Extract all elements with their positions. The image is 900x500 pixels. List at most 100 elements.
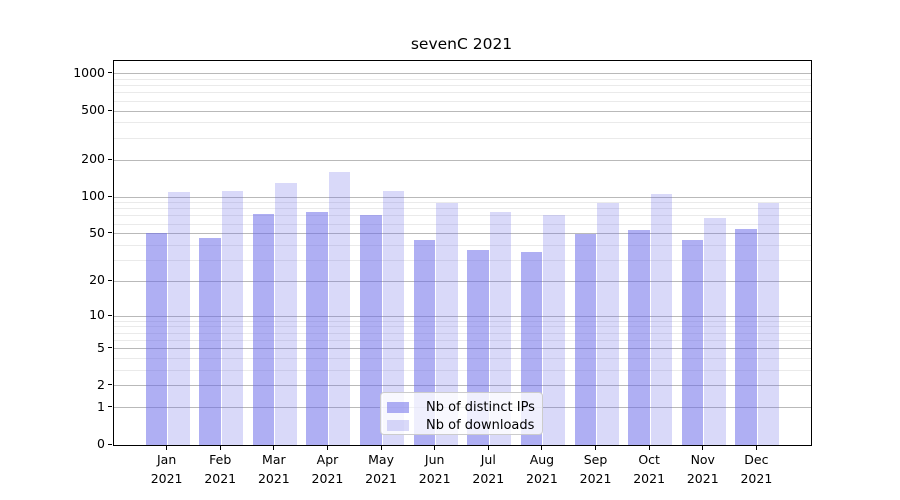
x-tick-label: Feb 2021	[204, 452, 237, 486]
y-tick-mark	[108, 232, 112, 234]
y-tick-label: 20	[89, 272, 105, 288]
minor-gridline	[114, 100, 811, 102]
y-tick-label: 50	[89, 224, 105, 240]
y-tick-mark	[108, 347, 112, 349]
legend-item-distinct-ips: Nb of distinct IPs	[387, 398, 542, 416]
plot-area	[113, 60, 812, 446]
major-gridline	[114, 280, 811, 282]
major-gridline	[114, 159, 811, 161]
x-tick-mark	[434, 446, 436, 450]
x-tick-mark	[219, 446, 221, 450]
minor-gridline	[114, 137, 811, 139]
x-tick-label: Dec 2021	[740, 452, 773, 486]
bar-downloads-may	[382, 190, 405, 445]
y-tick-label: 1000	[73, 64, 105, 80]
major-gridline	[114, 385, 811, 387]
x-tick-label: Jan 2021	[150, 452, 183, 486]
x-tick-mark	[755, 446, 757, 450]
legend-label-downloads: Nb of downloads	[426, 417, 535, 433]
bar-downloads-mar	[275, 183, 297, 445]
y-tick-mark	[108, 158, 112, 160]
y-tick-label: 100	[81, 188, 105, 204]
x-tick-mark	[380, 446, 382, 450]
y-tick-mark	[108, 72, 112, 74]
x-tick-mark	[326, 446, 328, 450]
minor-gridline	[114, 320, 811, 322]
x-tick-mark	[541, 446, 543, 450]
y-tick-mark	[108, 314, 112, 316]
legend: Nb of distinct IPs Nb of downloads	[380, 392, 543, 435]
bar-downloads-nov	[704, 218, 726, 445]
y-tick-mark	[108, 443, 112, 445]
x-tick-mark	[595, 446, 597, 450]
x-tick-label: Oct 2021	[633, 452, 666, 486]
y-tick-label: 500	[81, 102, 105, 118]
major-gridline	[114, 110, 811, 112]
x-tick-label: Aug 2021	[526, 452, 558, 486]
bar-distinct-ips-jan	[145, 232, 168, 445]
chart-title: sevenC 2021	[410, 35, 513, 53]
y-tick-label: 10	[89, 307, 105, 323]
bar-downloads-apr	[328, 172, 351, 445]
bar-downloads-sep	[597, 202, 619, 445]
x-tick-label: Nov 2021	[686, 452, 719, 486]
minor-gridline	[114, 92, 811, 94]
y-tick-label: 2	[97, 376, 105, 392]
x-tick-label: Jun 2021	[418, 452, 451, 486]
minor-gridline	[114, 370, 811, 372]
x-tick-label: May 2021	[365, 452, 397, 486]
x-tick-label: Apr 2021	[311, 452, 344, 486]
major-gridline	[114, 73, 811, 75]
legend-label-distinct-ips: Nb of distinct IPs	[426, 399, 535, 415]
y-tick-mark	[108, 406, 112, 408]
bar-distinct-ips-may	[360, 215, 382, 445]
minor-gridline	[114, 260, 811, 262]
major-gridline	[114, 315, 811, 317]
x-tick-mark	[273, 446, 275, 450]
bar-downloads-oct	[650, 194, 673, 445]
minor-gridline	[114, 358, 811, 360]
bar-distinct-ips-oct	[628, 229, 650, 445]
minor-gridline	[114, 122, 811, 124]
minor-gridline	[114, 332, 811, 334]
bar-downloads-dec	[757, 203, 780, 445]
x-tick-mark	[166, 446, 168, 450]
minor-gridline	[114, 208, 811, 210]
y-tick-label: 1	[97, 398, 105, 414]
bar-distinct-ips-sep	[574, 233, 597, 445]
minor-gridline	[114, 215, 811, 217]
legend-swatch-downloads-icon	[387, 419, 409, 431]
x-tick-mark	[702, 446, 704, 450]
bar-distinct-ips-dec	[735, 228, 757, 445]
y-tick-label: 5	[97, 339, 105, 355]
x-tick-label: Jul 2021	[472, 452, 505, 486]
minor-gridline	[114, 202, 811, 204]
x-tick-label: Mar 2021	[257, 452, 290, 486]
bar-downloads-aug	[543, 215, 565, 445]
y-tick-label: 200	[81, 151, 105, 167]
bar-distinct-ips-apr	[306, 211, 328, 445]
major-gridline	[114, 233, 811, 235]
minor-gridline	[114, 85, 811, 87]
legend-item-downloads: Nb of downloads	[387, 416, 542, 434]
minor-gridline	[114, 244, 811, 246]
x-tick-label: Sep 2021	[579, 452, 612, 486]
major-gridline	[114, 348, 811, 350]
y-tick-mark	[108, 109, 112, 111]
x-tick-mark	[487, 446, 489, 450]
bar-downloads-jan	[168, 191, 190, 445]
bar-distinct-ips-nov	[681, 240, 704, 445]
bar-distinct-ips-mar	[252, 213, 275, 445]
y-tick-mark	[108, 384, 112, 386]
minor-gridline	[114, 223, 811, 225]
x-tick-mark	[648, 446, 650, 450]
minor-gridline	[114, 339, 811, 341]
minor-gridline	[114, 79, 811, 80]
bar-downloads-jun	[436, 202, 458, 445]
major-gridline	[114, 196, 811, 198]
bar-downloads-jul	[489, 212, 512, 445]
y-tick-mark	[108, 279, 112, 281]
y-tick-label: 0	[97, 436, 105, 451]
bar-distinct-ips-feb	[199, 238, 221, 445]
